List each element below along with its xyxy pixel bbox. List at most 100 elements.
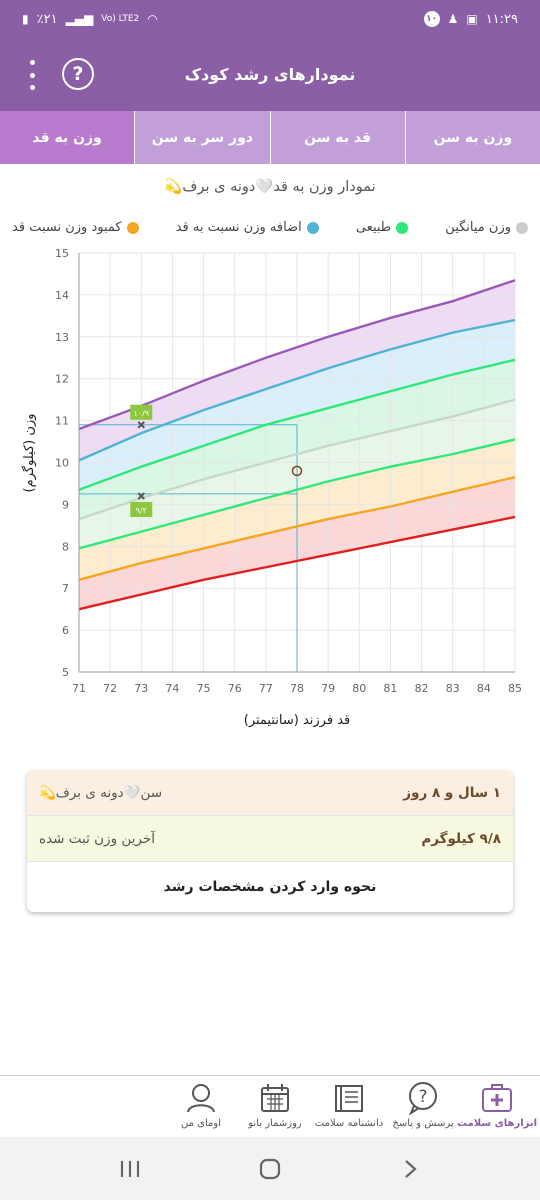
app-notification-icon: ♟ bbox=[447, 12, 459, 26]
chart-axes: 71 72 73 74 75 76 77 78 79 80 81 82 83 84 855678910111… bbox=[55, 247, 522, 695]
legend-item-average[interactable]: وزن میانگین bbox=[445, 220, 528, 235]
x-tick-label: 74 bbox=[165, 682, 179, 695]
overflow-menu-icon[interactable] bbox=[22, 60, 42, 90]
growth-chart[interactable]: 71 72 73 74 75 76 77 78 79 80 81 82 83 84 855678910111… bbox=[0, 240, 540, 740]
marker-cross bbox=[137, 421, 145, 429]
image-icon: ▣ bbox=[466, 12, 478, 26]
marker-box bbox=[130, 404, 153, 420]
nav-profile[interactable]: اومای من bbox=[164, 1076, 238, 1137]
x-tick-label: 83 bbox=[446, 682, 460, 695]
y-tick-label: 7 bbox=[62, 582, 69, 595]
signal-icon: ▂▄▆ bbox=[65, 12, 94, 26]
chart-series bbox=[78, 279, 516, 611]
nav-health-tools[interactable]: ابزارهای سلامت bbox=[456, 1076, 538, 1137]
weight-value: ۹/۸ کیلوگرم bbox=[421, 830, 501, 847]
series-line bbox=[78, 475, 516, 581]
network-type: Vo) LTE2 bbox=[101, 14, 140, 24]
page-title: نمودارهای رشد کودک bbox=[184, 65, 356, 84]
age-value: ۱ سال و ۸ روز bbox=[403, 784, 501, 801]
tab-height-for-age[interactable]: قد به سن bbox=[269, 111, 405, 164]
clock: ۱۱:۲۹ bbox=[485, 11, 518, 27]
x-tick-label: 82 bbox=[415, 682, 429, 695]
help-icon[interactable]: ? bbox=[62, 58, 94, 90]
tab-head-for-age[interactable]: دور سر به سن bbox=[134, 111, 269, 164]
series-line bbox=[78, 438, 516, 550]
legend-label: اضافه وزن نسبت به قد bbox=[175, 220, 302, 235]
legend-item-normal[interactable]: طبیعی bbox=[355, 220, 409, 235]
series-line bbox=[78, 318, 516, 462]
tab-weight-for-age[interactable]: وزن به سن bbox=[404, 111, 540, 164]
x-tick-label: 81 bbox=[383, 682, 397, 695]
legend-item-underweight[interactable]: کمبود وزن نسبت قد bbox=[12, 220, 139, 235]
tab-bar: وزن به سن قد به سن دور سر به سن وزن به ق… bbox=[0, 111, 540, 164]
legend-dot bbox=[516, 221, 528, 234]
nav-calendar[interactable]: روزشمار بانو bbox=[238, 1076, 312, 1137]
nav-encyclopedia[interactable]: دانشنامه سلامت bbox=[312, 1076, 386, 1137]
x-tick-label: 77 bbox=[259, 682, 273, 695]
y-tick-label: 9 bbox=[62, 498, 69, 511]
y-tick-label: 10 bbox=[55, 457, 69, 470]
chart-legend: کمبود وزن نسبت قد اضافه وزن نسبت به قد ط… bbox=[12, 220, 528, 235]
nav-qa[interactable]: ? پرسش و پاسخ bbox=[386, 1076, 460, 1137]
svg-text:?: ? bbox=[418, 1087, 427, 1107]
age-label: سن🤍دونه ی برف💫 bbox=[39, 784, 163, 801]
nav-label: ابزارهای سلامت bbox=[456, 1118, 538, 1129]
home-button[interactable] bbox=[250, 1149, 290, 1189]
marker-label: ۱۰/۹ bbox=[133, 409, 149, 418]
age-row: سن🤍دونه ی برف💫 ۱ سال و ۸ روز bbox=[27, 770, 513, 816]
x-tick-label: 71 bbox=[72, 682, 86, 695]
y-tick-label: 8 bbox=[62, 540, 69, 553]
recent-apps-icon bbox=[120, 1160, 140, 1177]
chart-markers: ۱۰/۹ ۹/۲ bbox=[130, 404, 303, 518]
legend-label: وزن میانگین bbox=[445, 220, 511, 235]
legend-item-overweight[interactable]: اضافه وزن نسبت به قد bbox=[176, 220, 319, 235]
medkit-icon bbox=[482, 1084, 512, 1112]
legend-dot bbox=[126, 221, 139, 234]
nav-label: روزشمار بانو bbox=[248, 1118, 302, 1129]
legend-label: طبیعی bbox=[355, 220, 392, 235]
y-tick-label: 11 bbox=[55, 415, 69, 428]
series-line bbox=[78, 398, 516, 521]
x-tick-label: 85 bbox=[508, 682, 522, 695]
marker-cross bbox=[137, 492, 145, 500]
nav-label: پرسش و پاسخ bbox=[392, 1118, 454, 1129]
x-tick-label: 72 bbox=[103, 682, 117, 695]
status-bar: ▮ ٪۲۱ ▂▄▆ Vo) LTE2 ◠ ۱۰ ♟ ▣ ۱۱:۲۹ bbox=[0, 0, 540, 38]
x-tick-label: 73 bbox=[134, 682, 148, 695]
question-bubble-icon: ? bbox=[409, 1082, 437, 1115]
weight-label: آخرین وزن ثبت شده bbox=[39, 830, 155, 847]
series-line bbox=[78, 358, 516, 491]
x-axis-label: قد فرزند (سانتیمتر) bbox=[244, 713, 350, 728]
marker-box bbox=[130, 502, 153, 518]
nav-label: اومای من bbox=[181, 1118, 221, 1129]
x-tick-label: 76 bbox=[228, 682, 242, 695]
y-axis-label: وزن (کیلوگرم) bbox=[21, 414, 37, 493]
series-line bbox=[78, 279, 516, 431]
y-tick-label: 12 bbox=[55, 373, 69, 386]
x-tick-label: 84 bbox=[477, 682, 491, 695]
legend-dot bbox=[396, 221, 409, 234]
book-icon bbox=[335, 1085, 363, 1112]
y-tick-label: 13 bbox=[55, 331, 69, 344]
y-tick-label: 6 bbox=[62, 624, 69, 637]
bottom-nav: ابزارهای سلامت ? پرسش و پاسخ دانشنامه سل… bbox=[0, 1075, 540, 1137]
y-tick-label: 15 bbox=[55, 247, 69, 260]
recent-apps-button[interactable] bbox=[110, 1149, 150, 1189]
battery-icon: ▮ bbox=[22, 12, 29, 26]
y-tick-label: 14 bbox=[55, 289, 69, 302]
x-tick-label: 79 bbox=[321, 682, 335, 695]
x-tick-label: 80 bbox=[352, 682, 366, 695]
tab-weight-for-height[interactable]: وزن به قد bbox=[0, 111, 135, 164]
weight-row: آخرین وزن ثبت شده ۹/۸ کیلوگرم bbox=[27, 816, 513, 862]
status-left: ▮ ٪۲۱ ▂▄▆ Vo) LTE2 ◠ bbox=[22, 12, 158, 27]
nav-label: دانشنامه سلامت bbox=[314, 1118, 384, 1129]
child-info-card: سن🤍دونه ی برف💫 ۱ سال و ۸ روز آخرین وزن ث… bbox=[27, 770, 513, 912]
current-measurement-point bbox=[291, 465, 303, 477]
howto-enter-growth-link[interactable]: نحوه وارد کردن مشخصات رشد bbox=[163, 879, 377, 895]
marker-label: ۹/۲ bbox=[136, 506, 147, 515]
notification-count: ۱۰ bbox=[423, 11, 440, 27]
status-right: ۱۰ ♟ ▣ ۱۱:۲۹ bbox=[423, 11, 518, 27]
user-avatar-icon bbox=[187, 1084, 215, 1113]
back-button[interactable] bbox=[390, 1149, 430, 1189]
chart-title: نمودار وزن به قد🤍دونه ی برف💫 bbox=[164, 179, 376, 195]
